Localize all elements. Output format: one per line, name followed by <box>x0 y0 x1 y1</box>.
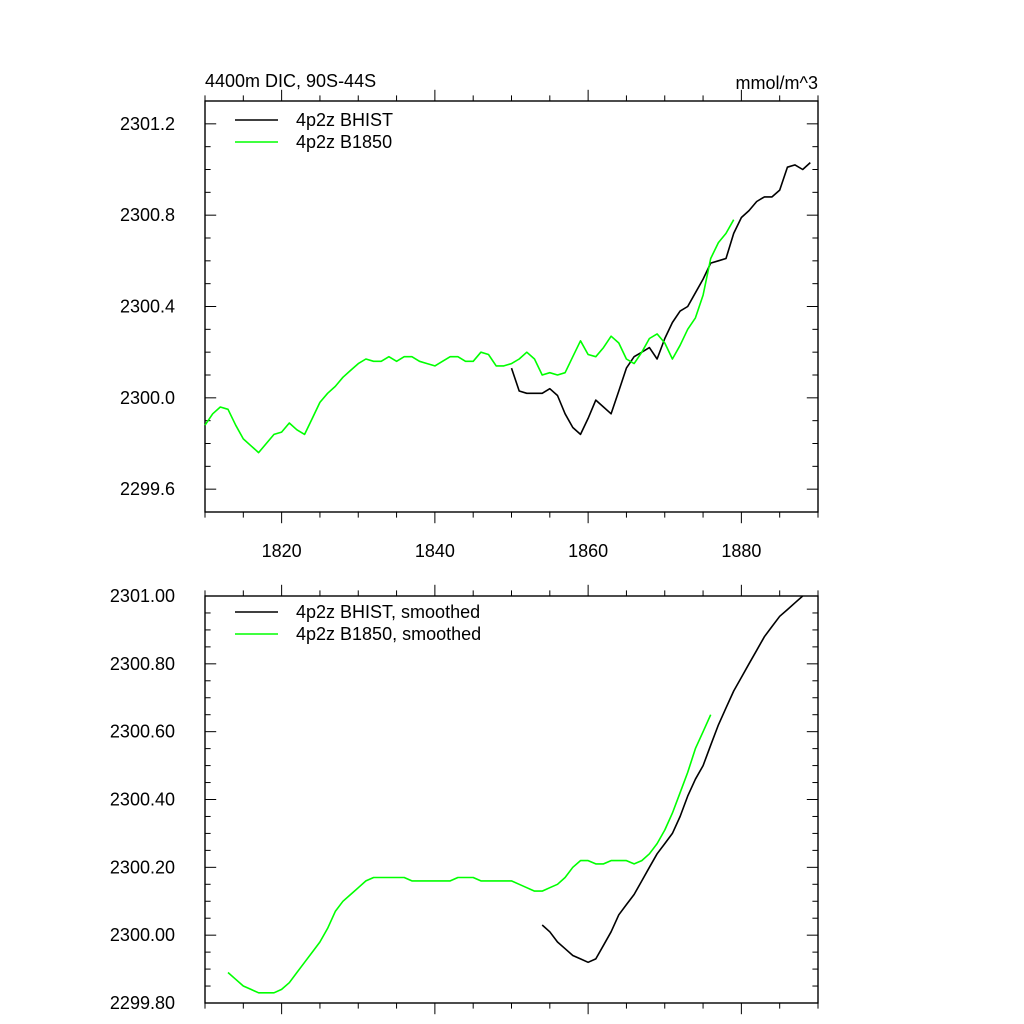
y-tick-label: 2301.2 <box>120 114 175 134</box>
legend-label: 4p2z B1850, smoothed <box>296 624 481 644</box>
x-tick-label: 1840 <box>415 541 455 561</box>
y-tick-label: 2300.00 <box>110 925 175 945</box>
y-tick-label: 2300.8 <box>120 205 175 225</box>
series-line-4p2z-bhist-smoothed <box>541 595 804 964</box>
y-tick-label: 2300.60 <box>110 722 175 742</box>
plot-frame <box>204 100 819 513</box>
series-line-4p2z-b1850-smoothed <box>227 714 712 994</box>
y-tick-label: 2300.80 <box>110 654 175 674</box>
chart-title: 4400m DIC, 90S-44S <box>205 71 376 91</box>
plot-frame <box>204 595 819 1004</box>
chart-panel-1: 4400m DIC, 90S-44S mmol/m^3 2299.6 2300.0 23… <box>120 71 819 561</box>
x-tick-label: 1880 <box>721 541 761 561</box>
legend-label: 4p2z BHIST, smoothed <box>296 602 480 622</box>
x-tick-label: 1820 <box>262 541 302 561</box>
chart-units: mmol/m^3 <box>736 73 818 93</box>
series-line-4p2z-b1850 <box>204 219 735 454</box>
y-tick-label: 2301.00 <box>110 586 175 606</box>
y-tick-label: 2299.6 <box>120 479 175 499</box>
legend-label: 4p2z BHIST <box>296 110 393 130</box>
x-tick-label: 1860 <box>568 541 608 561</box>
series-line-4p2z-bhist <box>510 162 811 436</box>
y-tick-label: 2300.0 <box>120 388 175 408</box>
y-tick-label: 2300.20 <box>110 857 175 877</box>
y-tick-label: 2300.4 <box>120 297 175 317</box>
chart-panel-2: 2299.80 2300.00 2300.20 2300.40 2300.60 2300.… <box>110 584 819 1015</box>
y-tick-label: 2300.40 <box>110 790 175 810</box>
legend-label: 4p2z B1850 <box>296 132 392 152</box>
y-tick-label: 2299.80 <box>110 993 175 1013</box>
